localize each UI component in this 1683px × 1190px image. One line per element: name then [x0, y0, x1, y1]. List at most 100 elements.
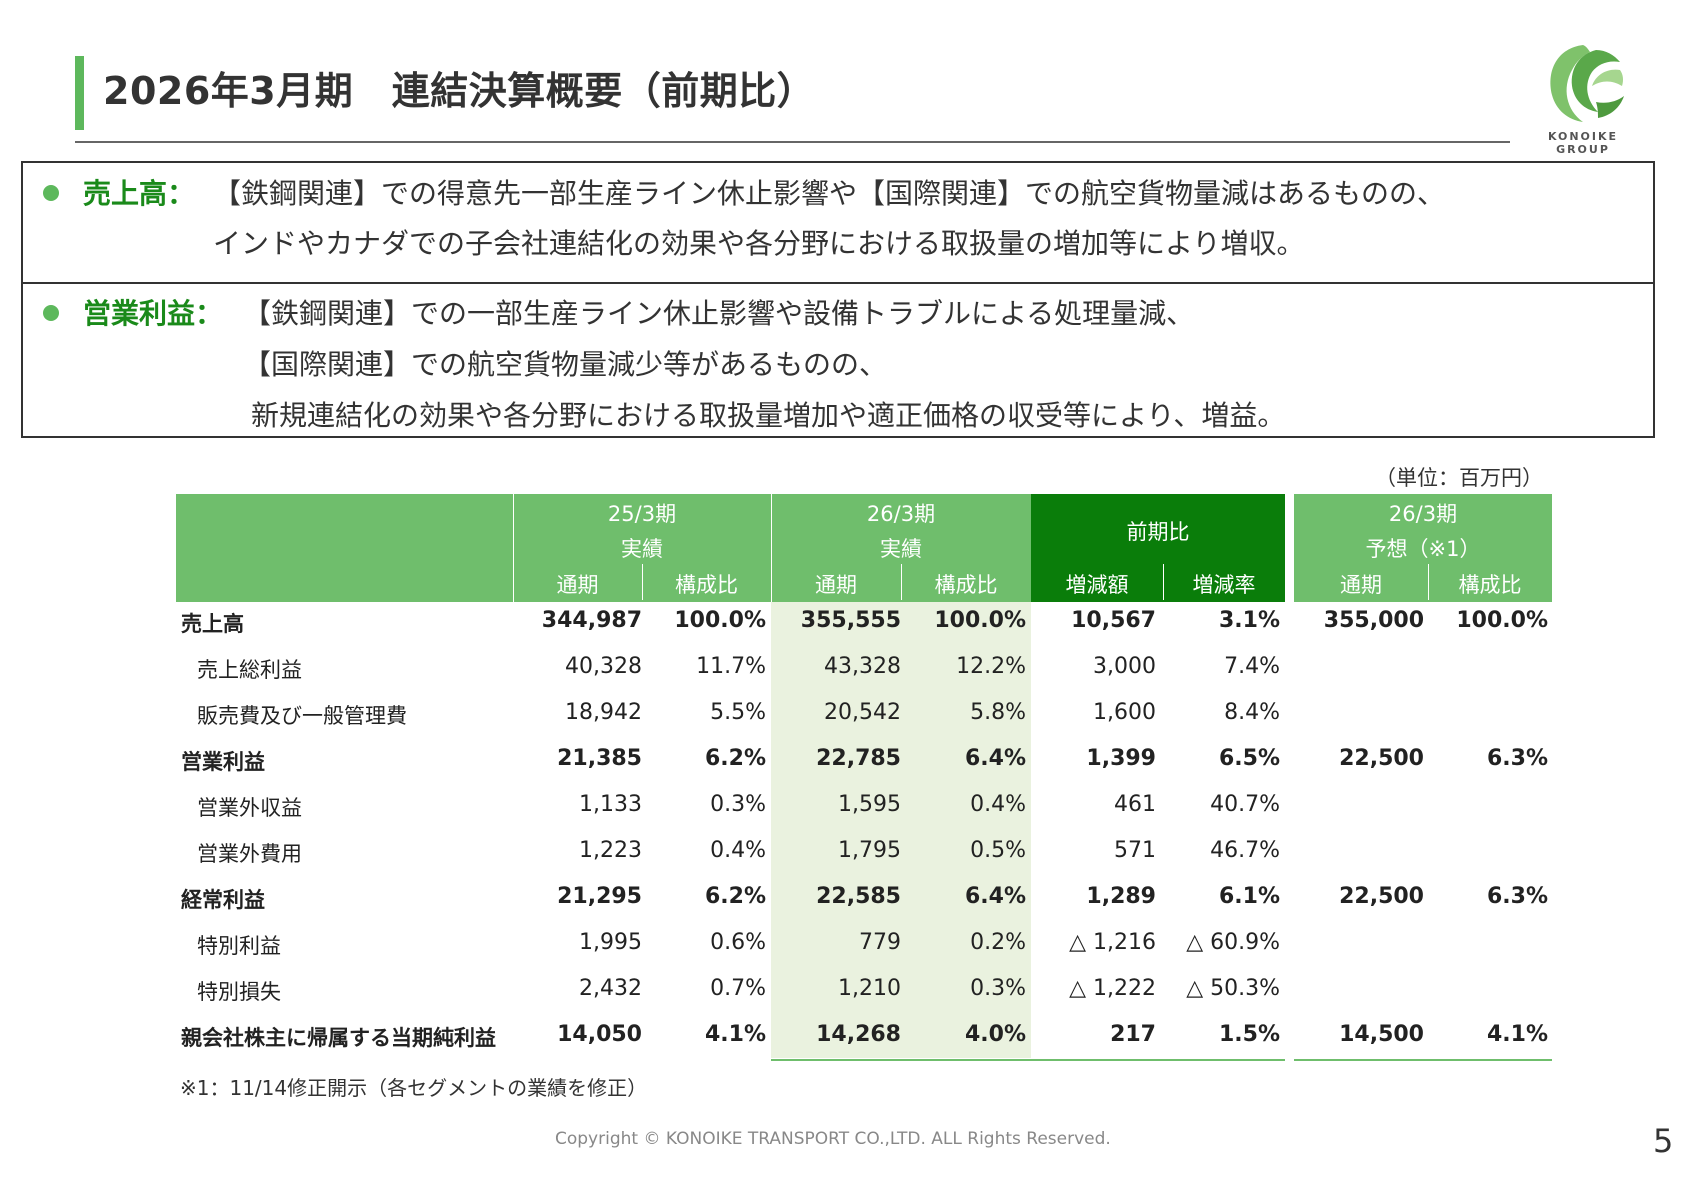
subheader-cell: 構成比 — [675, 573, 738, 597]
operating-profit-summary-label: 営業利益： — [83, 297, 224, 330]
table-cell: 0.2% — [970, 930, 1026, 955]
page-title: 2026年3月期 連結決算概要（前期比） — [103, 69, 816, 113]
table-cell: 1,399 — [1086, 746, 1156, 771]
table-cell: 43,328 — [824, 654, 901, 679]
title-accent-bar — [75, 56, 84, 130]
operating-profit-summary-line: 【鉄鋼関連】での一部生産ライン休止影響や設備トラブルによる処理量減、 — [243, 297, 1195, 330]
table-cell: 217 — [1110, 1022, 1156, 1047]
table-cell: 21,295 — [557, 884, 642, 909]
header-separator — [513, 494, 514, 602]
bullet-dot-icon — [43, 305, 59, 321]
table-cell: 355,000 — [1323, 608, 1424, 633]
copyright: Copyright © KONOIKE TRANSPORT CO.,LTD. A… — [555, 1129, 1111, 1149]
table-cell: 4.1% — [704, 1022, 766, 1047]
table-cell: 8.4% — [1224, 700, 1280, 725]
table-bottom-rule-forecast — [1294, 1059, 1552, 1061]
table-cell: 0.6% — [710, 930, 766, 955]
subheader-cell: 増減率 — [1192, 573, 1256, 597]
row-label: 売上高 — [181, 612, 244, 636]
header-g1-line2: 実績 — [621, 537, 663, 561]
table-cell: 14,500 — [1339, 1022, 1424, 1047]
row-label: 特別利益 — [197, 934, 281, 958]
table-cell: 1,133 — [579, 792, 642, 817]
table-cell: 22,785 — [816, 746, 901, 771]
table-cell: 0.5% — [970, 838, 1026, 863]
table-cell: 1.5% — [1218, 1022, 1280, 1047]
table-cell: 779 — [859, 930, 901, 955]
table-header-bg-forecast — [1294, 494, 1552, 602]
header-g2-line2: 実績 — [880, 537, 922, 561]
table-cell: 571 — [1114, 838, 1156, 863]
table-cell: 100.0% — [934, 608, 1026, 633]
logo-text-line2: GROUP — [1556, 143, 1610, 156]
sales-summary-line: 【鉄鋼関連】での得意先一部生産ライン休止影響や【国際関連】での航空貨物量減はある… — [213, 177, 1446, 210]
table-cell: △ 1,216 — [1069, 930, 1156, 955]
konoike-logo-mark-icon — [1550, 45, 1624, 122]
table-cell: 1,223 — [579, 838, 642, 863]
subheader-cell: 構成比 — [934, 573, 998, 597]
table-header-bg — [176, 494, 1200, 602]
table-cell: 1,995 — [579, 930, 642, 955]
table-cell: 0.3% — [970, 976, 1026, 1001]
table-cell: 100.0% — [674, 608, 766, 633]
table-cell: 1,595 — [838, 792, 901, 817]
header-g4-line1: 26/3期 — [1388, 502, 1458, 526]
table-cell: △ 50.3% — [1186, 976, 1280, 1001]
table-cell: 3.1% — [1218, 608, 1280, 633]
table-cell: 6.1% — [1218, 884, 1280, 909]
subheader-cell: 通期 — [556, 573, 599, 597]
summary-divider — [23, 282, 1653, 284]
table-cell: 18,942 — [565, 700, 642, 725]
table-cell: 10,567 — [1071, 608, 1156, 633]
table-cell: 1,795 — [838, 838, 901, 863]
header-g2-line1: 26/3期 — [866, 502, 936, 526]
table-cell: 1,600 — [1093, 700, 1156, 725]
header-separator — [771, 494, 772, 602]
table-bottom-rule — [771, 1059, 1285, 1061]
logo-text-line1: KONOIKE — [1547, 130, 1619, 143]
table-cell: 344,987 — [541, 608, 642, 633]
summary-box: 売上高： 【鉄鋼関連】での得意先一部生産ライン休止影響や【国際関連】での航空貨物… — [21, 161, 1655, 438]
row-label: 売上総利益 — [197, 658, 302, 682]
table-cell: 22,585 — [816, 884, 901, 909]
subheader-cell: 増減額 — [1065, 573, 1129, 597]
row-label: 営業利益 — [181, 750, 265, 774]
sales-summary-line: インドやカナダでの子会社連結化の効果や各分野における取扱量の増加等により増収。 — [213, 227, 1305, 260]
table-cell: 2,432 — [579, 976, 642, 1001]
table-cell: △ 60.9% — [1186, 930, 1280, 955]
table-cell: 21,385 — [557, 746, 642, 771]
table-header-gap — [1285, 494, 1294, 602]
row-label: 特別損失 — [197, 980, 281, 1004]
row-label: 営業外費用 — [197, 842, 302, 866]
header-g4-line2: 予想（※1） — [1365, 537, 1481, 561]
header-sub-separator — [642, 564, 643, 600]
table-cell: 6.3% — [1486, 884, 1548, 909]
sales-summary-label: 売上高： — [83, 177, 196, 210]
table-cell: 461 — [1114, 792, 1156, 817]
header-g3-line1: 前期比 — [1126, 520, 1190, 544]
subheader-cell: 通期 — [1340, 573, 1382, 597]
highlight-column-current — [771, 602, 1031, 1058]
subheader-cell: 通期 — [815, 573, 857, 597]
page-number: 5 — [1653, 1122, 1674, 1160]
operating-profit-summary-line: 【国際関連】での航空貨物量減少等があるものの、 — [243, 348, 888, 381]
table-cell: 4.0% — [964, 1022, 1026, 1047]
header-sub-separator — [1428, 564, 1429, 600]
row-label: 経常利益 — [181, 888, 265, 912]
table-cell: 6.5% — [1218, 746, 1280, 771]
table-cell: 40,328 — [565, 654, 642, 679]
table-cell: 0.4% — [970, 792, 1026, 817]
title-underline — [75, 141, 1510, 143]
bullet-dot-icon — [43, 185, 59, 201]
table-cell: 46.7% — [1210, 838, 1280, 863]
table-cell: 20,542 — [824, 700, 901, 725]
table-cell: 12.2% — [956, 654, 1026, 679]
table-cell: 6.4% — [964, 746, 1026, 771]
footnote: ※1：11/14修正開示（各セグメントの業績を修正） — [180, 1076, 648, 1100]
unit-label: （単位：百万円） — [1375, 466, 1543, 490]
table-cell: 4.1% — [1486, 1022, 1548, 1047]
table-cell: △ 1,222 — [1069, 976, 1156, 1001]
row-label: 販売費及び一般管理費 — [197, 704, 407, 728]
table-cell: 22,500 — [1339, 884, 1424, 909]
table-cell: 11.7% — [696, 654, 766, 679]
